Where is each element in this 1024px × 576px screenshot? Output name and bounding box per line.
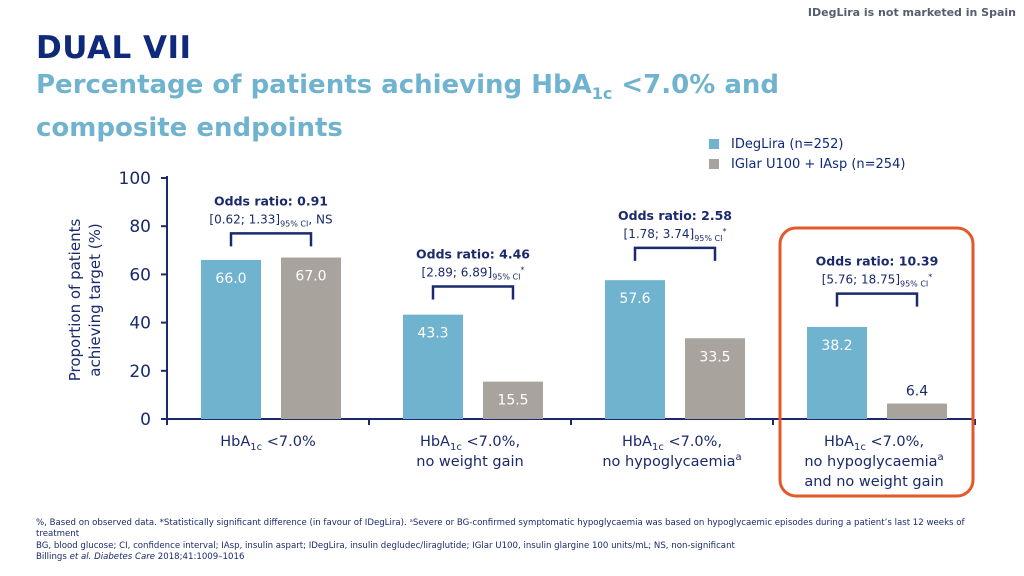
- category-label-line2: no weight gain: [416, 454, 523, 470]
- legend-label-iglar: IGlar U100 + IAsp (n=254): [731, 156, 906, 172]
- value-label-iglar: 33.5: [699, 349, 730, 365]
- category-label-line1: HbA1c <7.0%,: [420, 434, 520, 453]
- page-title: DUAL VII: [36, 30, 192, 66]
- odds-ratio-title: Odds ratio: 2.58: [618, 208, 732, 223]
- cat-hba: HbA: [420, 434, 450, 450]
- cat-line2: no weight gain: [416, 454, 523, 470]
- cat-hba: HbA: [824, 434, 854, 450]
- legend-swatch-iglar: [709, 159, 719, 169]
- ci-subscript: 95% CI: [694, 234, 722, 243]
- market-note: IDegLira is not marketed in Spain: [807, 6, 1016, 19]
- odds-ratio-title: Odds ratio: 10.39: [816, 254, 939, 269]
- category-label-line1: HbA1c <7.0%,: [824, 434, 924, 453]
- ci-subscript: 95% CI: [492, 272, 520, 281]
- ref-authors: Billings: [36, 552, 70, 563]
- bar-iglar: [685, 338, 745, 419]
- odds-ratio-ci: [5.76; 18.75]95% CI*: [822, 273, 933, 289]
- cat-threshold: <7.0%,: [462, 434, 520, 450]
- significance-bracket: [633, 246, 717, 261]
- legend: IDegLira (n=252) IGlar U100 + IAsp (n=25…: [709, 134, 905, 174]
- bar-ideglira: [201, 259, 261, 419]
- footnote-line1: %, Based on observed data. *Statisticall…: [36, 518, 965, 540]
- bar-iglar: [281, 257, 341, 419]
- significance-star: *: [520, 265, 524, 274]
- bar-ideglira: [807, 326, 867, 419]
- cat-threshold: <7.0%,: [664, 434, 722, 450]
- y-tick-label: 100: [119, 169, 151, 189]
- odds-ratio-ci: [1.78; 3.74]95% CI*: [624, 227, 727, 243]
- legend-label-ideglira: IDegLira (n=252): [731, 136, 844, 152]
- y-tick-label: 40: [129, 314, 151, 334]
- value-label-ideglira: 57.6: [619, 291, 650, 307]
- y-tick-label: 20: [129, 362, 151, 382]
- odds-ratio-ci: [2.89; 6.89]95% CI*: [422, 265, 525, 281]
- significance-bracket: [431, 285, 515, 300]
- ref-etal: et al.: [69, 552, 92, 563]
- bar-iglar: [887, 403, 947, 419]
- bar-ideglira: [605, 280, 665, 419]
- cat-line2: no hypoglycaemia: [804, 454, 937, 470]
- significance-bracket: [835, 292, 919, 307]
- value-label-iglar: 6.4: [906, 384, 928, 400]
- cat-threshold: <7.0%: [262, 434, 316, 450]
- ci-suffix: , NS: [308, 212, 332, 226]
- y-tick-label: 80: [129, 217, 151, 237]
- cat-subscript: 1c: [250, 442, 262, 453]
- footnote-line2: BG, blood glucose; CI, confidence interv…: [36, 540, 735, 551]
- category-label-line2: no hypoglycaemiaa: [804, 452, 943, 470]
- cat-subscript: 1c: [450, 442, 462, 453]
- cat-line2: no hypoglycaemia: [602, 454, 735, 470]
- cat-threshold: <7.0%,: [866, 434, 924, 450]
- subtitle-part1: Percentage of patients achieving HbA: [36, 70, 592, 100]
- bar-ideglira: [403, 314, 463, 419]
- ref-journal: Diabetes Care: [91, 552, 156, 563]
- ci-subscript: 95% CI: [900, 280, 928, 289]
- value-label-ideglira: 43.3: [417, 326, 448, 342]
- footnotes: %, Based on observed data. *Statisticall…: [36, 518, 996, 564]
- legend-swatch-ideglira: [709, 139, 719, 149]
- category-label-line1: HbA1c <7.0%: [220, 434, 316, 453]
- ci-subscript: 95% CI: [280, 219, 308, 228]
- cat-hba: HbA: [622, 434, 652, 450]
- category-label-line3: and no weight gain: [804, 474, 943, 490]
- category-label-line2: no hypoglycaemiaa: [602, 452, 741, 470]
- y-axis-label-line1: Proportion of patients: [66, 219, 84, 382]
- y-tick-label: 0: [140, 410, 151, 430]
- bar-iglar: [483, 381, 543, 419]
- value-label-ideglira: 38.2: [821, 338, 852, 354]
- ci-range: [2.89; 6.89]: [422, 265, 493, 279]
- subtitle-part2: <7.0% and composite endpoints: [36, 70, 779, 144]
- y-tick-label: 60: [129, 265, 151, 285]
- cat-subscript: 1c: [854, 442, 866, 453]
- legend-item-ideglira: IDegLira (n=252): [709, 134, 905, 154]
- significance-star: *: [722, 227, 726, 236]
- legend-item-iglar: IGlar U100 + IAsp (n=254): [709, 154, 905, 174]
- significance-star: *: [928, 273, 932, 282]
- footnote-reference: Billings et al. Diabetes Care 2018;41:10…: [36, 552, 996, 563]
- ref-citation: 2018;41:1009–1016: [155, 552, 245, 563]
- odds-ratio-title: Odds ratio: 0.91: [214, 193, 328, 208]
- cat-superscript: a: [938, 452, 944, 463]
- significance-bracket: [229, 232, 313, 247]
- value-label-ideglira: 66.0: [215, 271, 246, 287]
- category-label-line1: HbA1c <7.0%,: [622, 434, 722, 453]
- cat-subscript: 1c: [652, 442, 664, 453]
- y-axis-label-line2: achieving target (%): [86, 223, 104, 377]
- cat-superscript: a: [736, 452, 742, 463]
- value-label-iglar: 15.5: [497, 393, 528, 409]
- odds-ratio-ci: [0.62; 1.33]95% CI, NS: [209, 212, 332, 228]
- ci-range: [0.62; 1.33]: [209, 212, 280, 226]
- subtitle-subscript: 1c: [591, 84, 613, 104]
- page-subtitle: Percentage of patients achieving HbA1c <…: [36, 68, 896, 145]
- cat-hba: HbA: [220, 434, 250, 450]
- ci-range: [1.78; 3.74]: [624, 227, 695, 241]
- ci-range: [5.76; 18.75]: [822, 273, 900, 287]
- value-label-iglar: 67.0: [295, 269, 326, 285]
- highlight-box: [778, 226, 975, 498]
- odds-ratio-title: Odds ratio: 4.46: [416, 246, 530, 261]
